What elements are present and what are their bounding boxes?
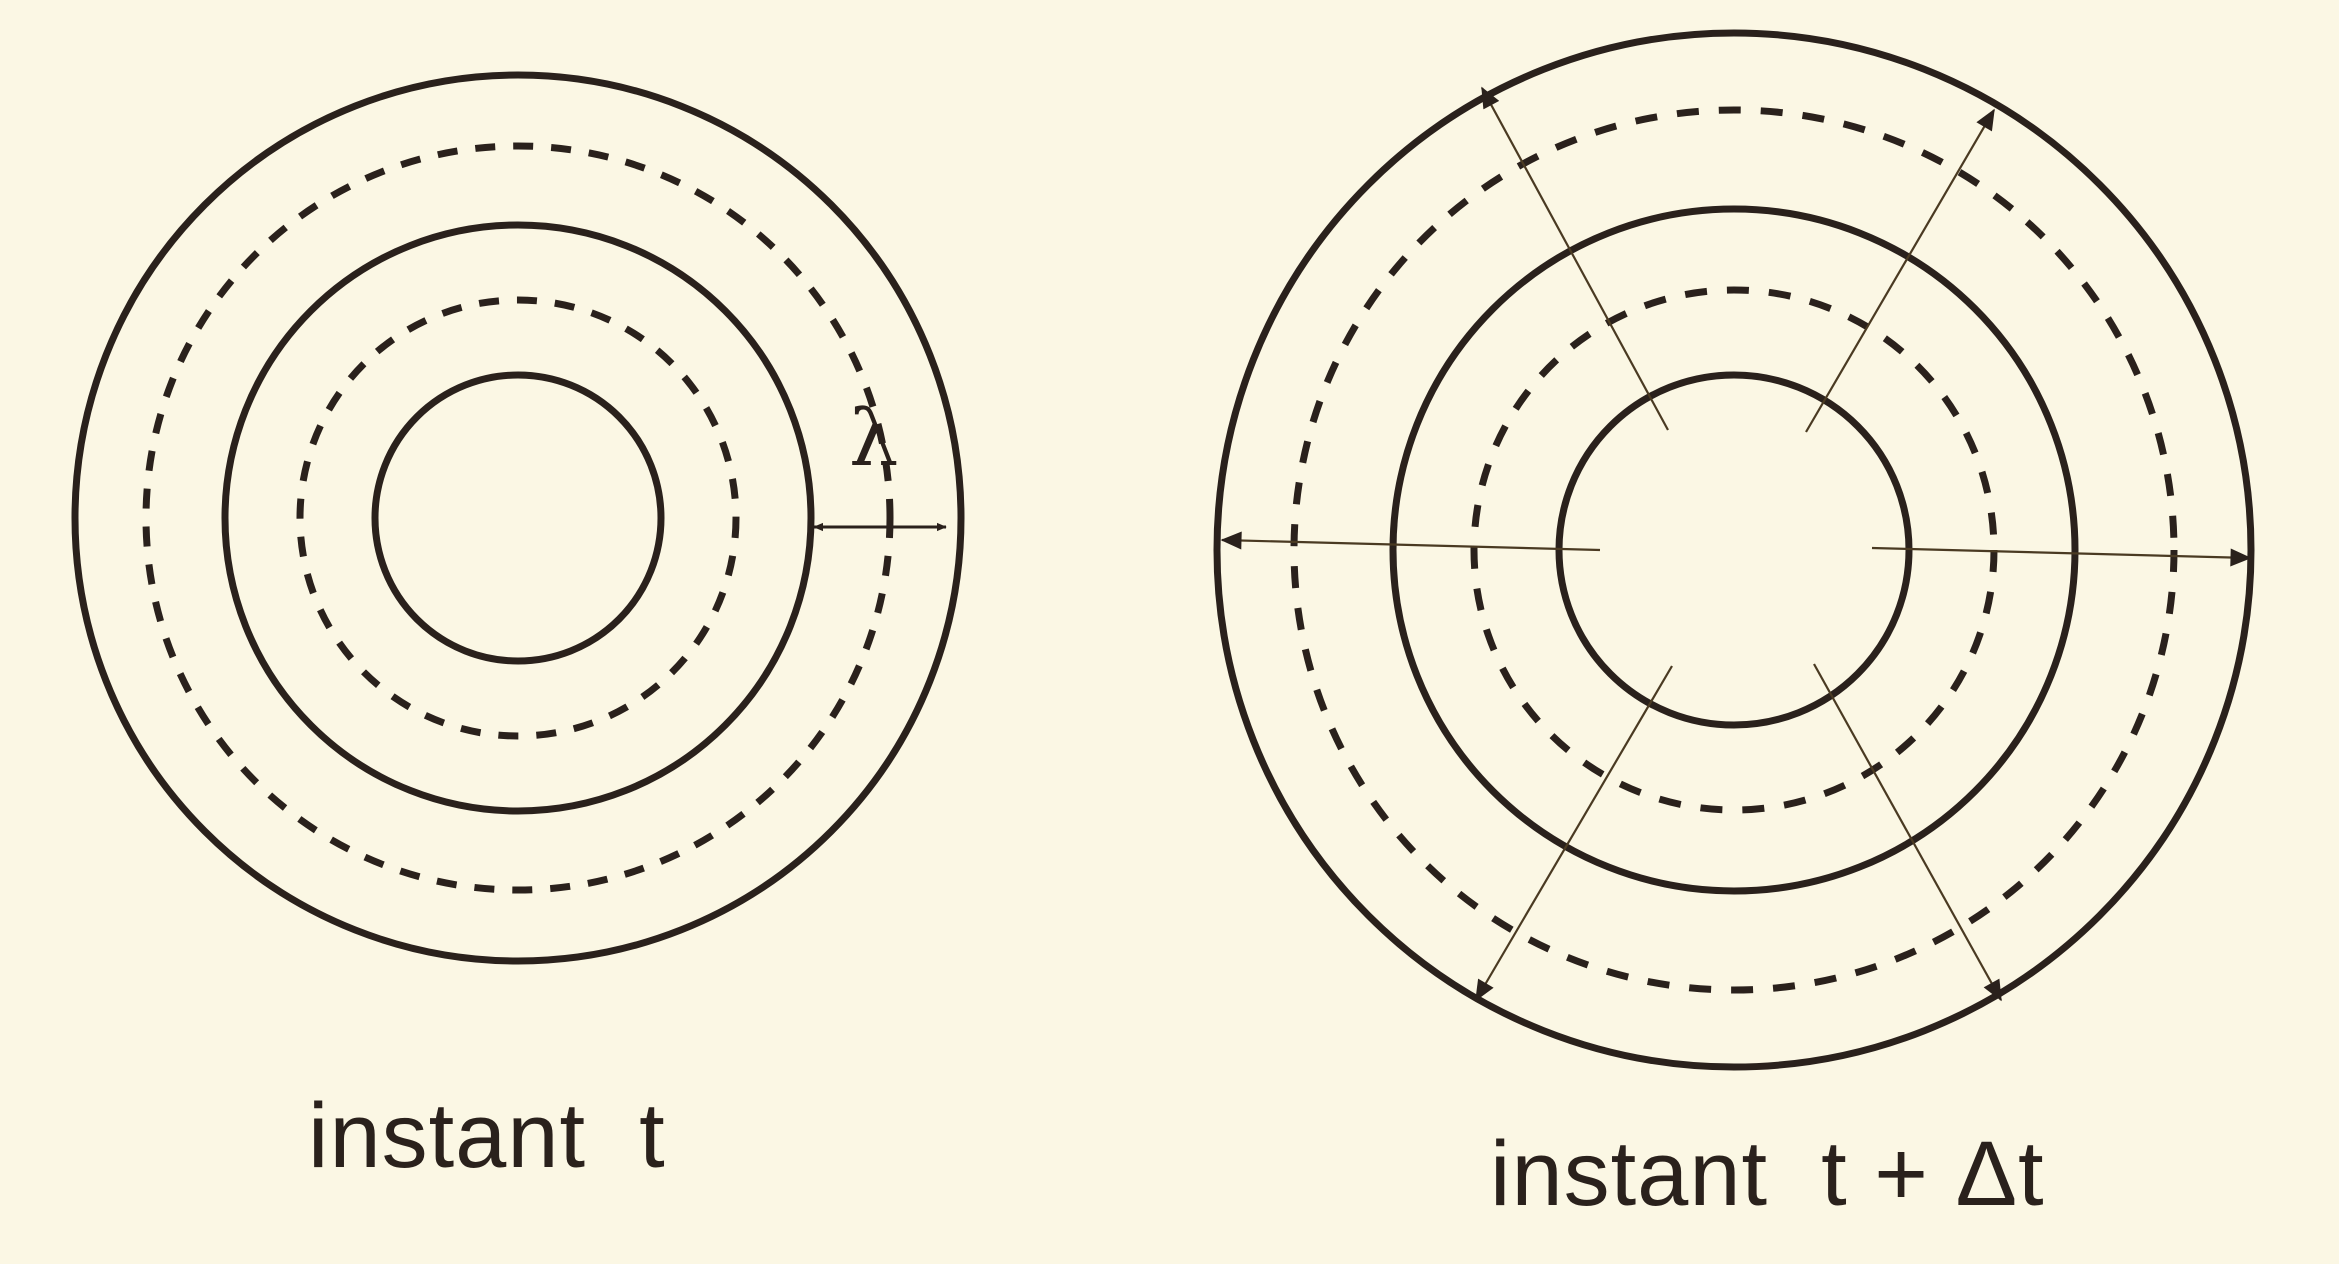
outer-crest-circle <box>1213 29 2255 1071</box>
middle-crest-circle <box>221 221 815 815</box>
wavelength-label: λ <box>849 394 899 484</box>
panel-instant-t-plus-dt <box>1213 29 2255 1071</box>
caption-instant-t: instant t <box>308 1085 666 1187</box>
panel-instant-t <box>71 71 965 965</box>
arrow-left <box>1220 531 1601 552</box>
arrow-lower-right <box>1813 663 2002 1002</box>
outer-crest-circle <box>71 71 965 965</box>
propagation-arrows <box>1220 86 2252 1002</box>
inner-trough-circle <box>1470 286 1998 814</box>
outer-trough-circle <box>142 142 894 894</box>
caption-instant-t-plus-dt: instant t + Δt <box>1490 1123 2045 1225</box>
inner-crest-circle <box>1555 371 1913 729</box>
arrow-lower-left <box>1475 665 1673 1002</box>
arrow-upper-right <box>1805 108 1995 433</box>
inner-trough-circle <box>296 296 740 740</box>
arrow-right-visible <box>1871 546 2252 567</box>
arrow-upper-left <box>1481 86 1669 431</box>
outer-trough-circle <box>1290 106 2178 994</box>
middle-crest-circle <box>1389 205 2079 895</box>
inner-crest-circle <box>371 371 665 665</box>
